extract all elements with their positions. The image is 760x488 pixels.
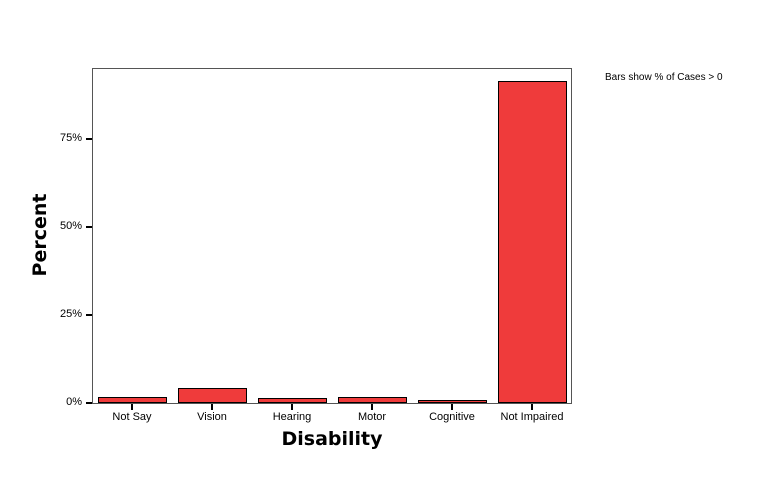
x-tick-label: Hearing [272,411,312,423]
x-tick [211,404,213,410]
x-tick-label: Not Impaired [500,411,564,423]
x-tick-label: Cognitive [429,411,475,423]
bar-hearing [258,398,327,403]
y-tick-label: 25% [59,308,82,320]
x-tick-label: Vision [197,411,227,423]
y-tick-0 [86,402,92,404]
bar-motor [338,397,407,403]
plot-area [92,68,572,404]
bar-not-say [98,397,167,403]
y-axis-title: Percent [29,193,51,277]
y-tick-25 [86,314,92,316]
x-tick [291,404,293,410]
x-tick [531,404,533,410]
y-tick-label: 0% [66,396,82,408]
x-axis-title: Disability [281,428,383,450]
x-tick-label: Motor [357,411,387,423]
y-tick-75 [86,138,92,140]
x-tick [131,404,133,410]
y-tick-label: 50% [59,220,82,232]
bar-not-impaired [498,81,567,403]
y-tick-label: 75% [59,132,82,144]
x-tick-label: Not Say [112,411,152,423]
bar-cognitive [418,400,487,403]
bar-vision [178,388,247,403]
x-tick [371,404,373,410]
y-tick-50 [86,226,92,228]
chart-annotation: Bars show % of Cases > 0 [605,72,723,83]
x-tick [451,404,453,410]
